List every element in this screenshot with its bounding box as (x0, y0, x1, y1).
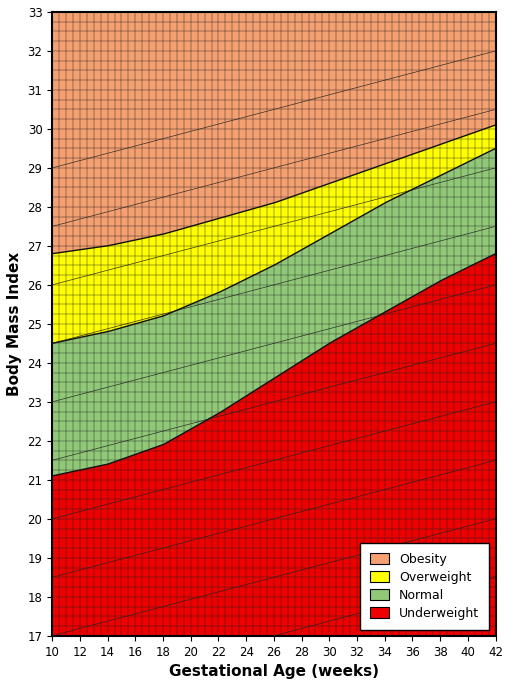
Legend: Obesity, Overweight, Normal, Underweight: Obesity, Overweight, Normal, Underweight (360, 543, 488, 630)
Y-axis label: Body Mass Index: Body Mass Index (7, 252, 22, 396)
X-axis label: Gestational Age (weeks): Gestational Age (weeks) (168, 664, 378, 679)
